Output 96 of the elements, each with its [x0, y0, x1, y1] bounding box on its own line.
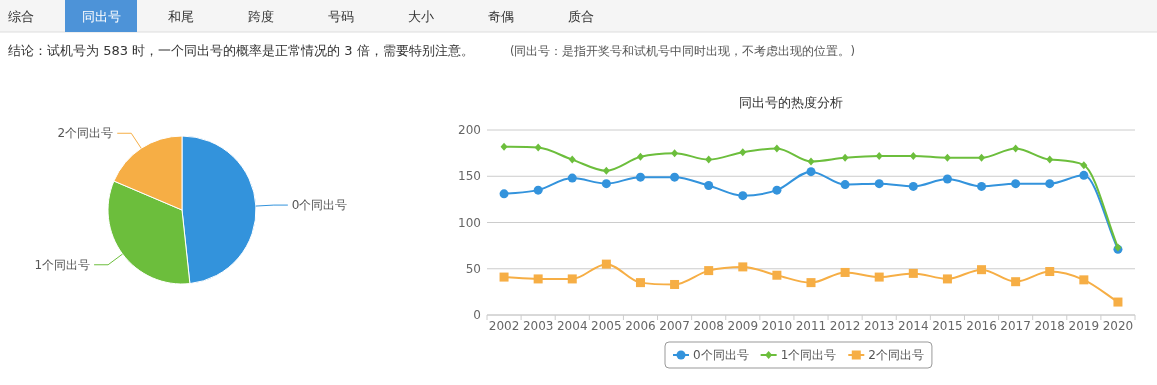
x-tick-label: 2006 — [625, 319, 656, 333]
text: (同出号：是指开奖号和试机号中同时出现，不考虑出现的位置。) — [510, 44, 855, 58]
slice-label: 1个同出号 — [34, 257, 91, 272]
legend-label: 2个同出号 — [868, 348, 924, 362]
point — [909, 151, 917, 160]
text: 号码 — [328, 9, 354, 24]
point — [671, 149, 679, 158]
point — [738, 191, 748, 201]
point — [807, 157, 815, 166]
x-tick-label: 2015 — [932, 319, 963, 333]
text: 综合 — [8, 9, 34, 24]
text: 大小 — [408, 9, 434, 24]
x-tick-label: 2016 — [966, 319, 997, 333]
x-tick-label: 2005 — [591, 319, 622, 333]
point — [635, 278, 645, 288]
point — [500, 142, 508, 151]
x-tick-label: 2013 — [863, 319, 895, 333]
text: 和尾 — [168, 9, 194, 24]
x-tick-label: 2009 — [727, 319, 759, 333]
point — [670, 172, 680, 182]
point — [534, 143, 542, 152]
point — [738, 262, 748, 272]
text: 跨度 — [248, 9, 274, 24]
point — [977, 181, 987, 191]
x-tick-label: 2014 — [898, 319, 929, 333]
point — [567, 173, 577, 183]
x-tick-label: 2011 — [795, 319, 827, 333]
legend-label: 1个同出号 — [780, 348, 837, 362]
point — [943, 153, 951, 162]
point — [567, 274, 577, 284]
legend-label: 0个同出号 — [693, 348, 749, 362]
point — [533, 274, 543, 284]
point — [840, 180, 850, 190]
point — [1045, 267, 1055, 277]
point — [1011, 277, 1021, 287]
slice-label: 0个同出号 — [291, 198, 348, 213]
point — [977, 265, 987, 275]
point — [1011, 179, 1021, 189]
point — [704, 266, 714, 276]
point — [773, 144, 781, 153]
y-tick-label: 200 — [458, 123, 481, 137]
point — [1012, 144, 1020, 153]
y-tick-label: 50 — [465, 261, 481, 276]
chart-title: 同出号的热度分析 — [739, 95, 843, 110]
point — [499, 272, 509, 282]
x-tick-label: 2018 — [1034, 319, 1066, 333]
point — [739, 148, 747, 157]
x-tick-label: 2003 — [522, 319, 554, 333]
y-tick-label: 150 — [458, 169, 481, 184]
point — [636, 152, 644, 161]
text: 奇偶 — [488, 9, 514, 24]
point — [840, 267, 850, 277]
point — [670, 279, 680, 289]
text: 结论：试机号为 583 时，一个同出号的概率是正常情况的 3 倍，需要特别注意。 — [8, 43, 474, 58]
point — [908, 181, 918, 191]
text: 同出号 — [81, 9, 121, 24]
point — [978, 153, 986, 162]
point — [533, 185, 543, 195]
x-tick-label: 2020 — [1102, 319, 1134, 333]
x-tick-label: 2007 — [659, 319, 690, 333]
y-tick-label: 100 — [458, 215, 481, 230]
point — [499, 189, 509, 199]
point — [841, 153, 849, 162]
x-tick-label: 2010 — [761, 319, 793, 333]
slice-label: 2个同出号 — [57, 126, 114, 141]
x-tick-label: 2012 — [829, 319, 861, 333]
point — [942, 174, 952, 184]
point — [874, 179, 884, 189]
point — [942, 274, 952, 284]
x-tick-label: 2017 — [1000, 319, 1031, 333]
x-tick-label: 2002 — [488, 319, 520, 333]
text: 质合 — [568, 9, 594, 24]
x-tick-label: 2004 — [556, 319, 588, 333]
point — [875, 151, 883, 160]
point — [908, 268, 918, 278]
x-tick-label: 2019 — [1068, 319, 1100, 333]
point — [1113, 297, 1123, 307]
y-tick-label: 0 — [473, 308, 481, 322]
point — [1046, 155, 1054, 164]
point — [602, 166, 610, 175]
point — [601, 179, 611, 189]
point — [772, 270, 782, 280]
point — [705, 155, 713, 164]
point — [874, 272, 884, 282]
point — [1045, 179, 1055, 189]
point — [772, 185, 782, 195]
point — [635, 172, 645, 182]
point — [601, 259, 611, 269]
point — [1079, 170, 1089, 180]
point — [806, 278, 816, 288]
point — [568, 155, 576, 164]
point — [704, 181, 714, 190]
point — [806, 167, 816, 177]
x-tick-label: 2008 — [693, 319, 724, 333]
point — [1080, 161, 1088, 170]
point — [1079, 275, 1089, 285]
